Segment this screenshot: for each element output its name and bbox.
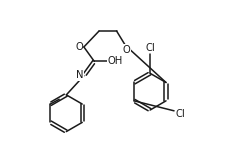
- Text: Cl: Cl: [175, 109, 185, 119]
- Text: N: N: [75, 70, 83, 80]
- Text: O: O: [75, 42, 83, 52]
- Text: Cl: Cl: [144, 43, 154, 53]
- Text: OH: OH: [106, 56, 122, 66]
- Text: O: O: [122, 45, 129, 55]
